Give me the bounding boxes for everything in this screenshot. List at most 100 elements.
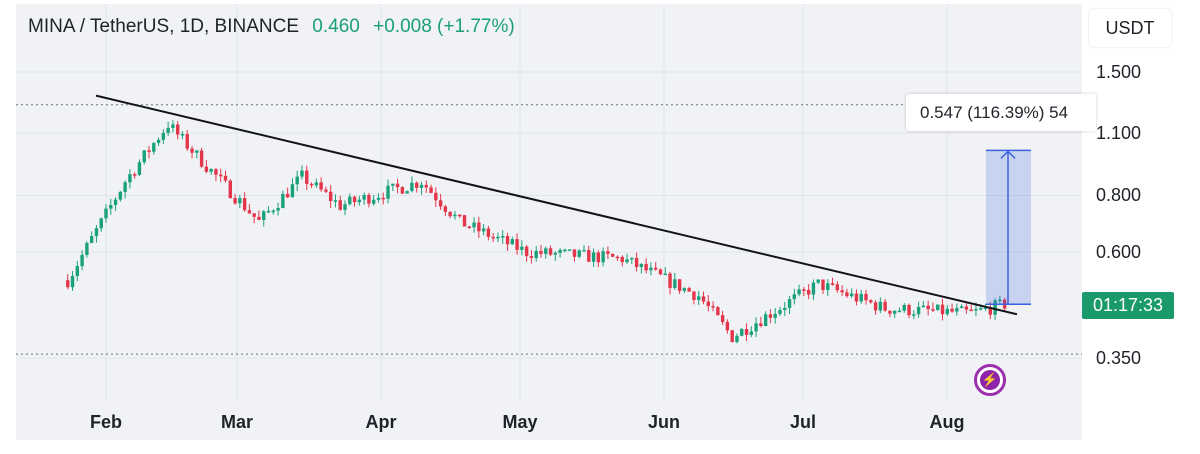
- candle-body: [89, 236, 94, 243]
- price-scale-label: 0.350: [1096, 348, 1142, 368]
- candle-body: [634, 257, 639, 267]
- candle-body: [567, 249, 572, 251]
- candle-body: [706, 301, 710, 307]
- candle-body: [859, 293, 863, 302]
- candle-body: [878, 301, 883, 311]
- candle-body: [70, 275, 75, 288]
- candle-body: [950, 308, 954, 312]
- candle-body: [983, 307, 988, 310]
- candle-body: [491, 236, 495, 239]
- candle-body: [830, 283, 835, 285]
- candle-body: [821, 279, 825, 291]
- countdown-price-tag: 01:17:33: [1082, 292, 1174, 319]
- candle-body: [544, 248, 548, 254]
- candle-body: [649, 267, 653, 271]
- candle-body: [959, 306, 964, 309]
- candle-body: [238, 198, 242, 204]
- trendline: [95, 94, 1018, 316]
- candle-body: [276, 208, 280, 211]
- candle-body: [572, 249, 577, 257]
- candle-body: [654, 267, 658, 270]
- candle-body: [171, 124, 175, 128]
- time-scale-label: May: [502, 412, 538, 432]
- candle-body: [558, 250, 562, 253]
- candle-body: [763, 314, 768, 326]
- candle-body: [936, 304, 940, 310]
- candle-body: [137, 162, 142, 175]
- candle-body: [405, 191, 409, 194]
- candle-body: [902, 304, 906, 311]
- candle-body: [262, 211, 266, 220]
- candle-body: [921, 305, 926, 308]
- drawing-overlays[interactable]: [95, 94, 1031, 316]
- symbol-header: MINA / TetherUS, 1D, BINANCE 0.460 +0.00…: [28, 16, 515, 38]
- candle-body: [534, 250, 538, 258]
- candle-body: [204, 166, 209, 172]
- candle-body: [692, 291, 696, 300]
- candle-body: [816, 279, 820, 283]
- candle-body: [453, 214, 457, 217]
- candle-body: [716, 307, 720, 316]
- candle-body: [199, 150, 204, 167]
- candle-body: [472, 222, 476, 228]
- candle-body: [539, 250, 543, 254]
- candle-body: [577, 250, 581, 257]
- candle-body: [176, 124, 180, 135]
- candle-body: [281, 193, 285, 209]
- lightning-bolt-icon[interactable]: ⚡: [974, 364, 1006, 396]
- candle-body: [333, 200, 338, 202]
- candle-body: [319, 182, 323, 190]
- candle-body: [548, 248, 553, 255]
- candle-body: [610, 253, 615, 257]
- candle-body: [897, 310, 902, 313]
- candle-body: [697, 296, 701, 300]
- candle-body: [606, 251, 610, 254]
- candle-body: [916, 306, 921, 315]
- candle-body: [730, 330, 734, 343]
- candle-body: [835, 284, 840, 291]
- candle-body: [998, 299, 1002, 302]
- candle-body: [969, 309, 973, 312]
- candle-body: [85, 242, 89, 255]
- time-scale-label: Aug: [929, 412, 965, 432]
- candle-body: [161, 132, 166, 140]
- candle-body: [783, 307, 787, 310]
- candle-body: [644, 263, 648, 271]
- candle-body: [845, 292, 849, 297]
- candle-body: [147, 150, 151, 152]
- plot-area[interactable]: [16, 4, 1082, 440]
- candle-body: [252, 213, 256, 217]
- candle-body: [166, 127, 170, 133]
- candle-body: [223, 175, 228, 181]
- candle-body: [849, 293, 854, 297]
- candle-body: [587, 250, 591, 262]
- currency-button[interactable]: USDT: [1089, 9, 1171, 47]
- candle-body: [888, 310, 892, 314]
- time-scale-label: Jun: [647, 412, 681, 432]
- candle-body: [854, 293, 859, 302]
- candle-body: [883, 301, 887, 311]
- candle-body: [343, 204, 347, 210]
- candle-body: [979, 308, 983, 310]
- time-scale-label: Apr: [365, 412, 397, 432]
- candle-body: [410, 182, 414, 192]
- candle-body: [893, 310, 897, 314]
- candle-body: [104, 208, 108, 219]
- candle-body: [195, 150, 199, 153]
- candle-body: [338, 200, 342, 210]
- candle-body: [113, 199, 118, 205]
- candle-body: [926, 305, 930, 310]
- candle-body: [749, 331, 753, 335]
- candle-body: [515, 239, 519, 250]
- candle-body: [228, 180, 232, 199]
- measure-label: 0.547 (116.39%) 54: [906, 94, 1096, 131]
- candle-body: [945, 308, 949, 315]
- candle-body: [639, 263, 644, 267]
- candle-body: [840, 290, 844, 293]
- measure-arrow-head: [1000, 150, 1016, 159]
- candle-body: [625, 259, 629, 263]
- candle-body: [501, 236, 505, 238]
- candle-body: [305, 170, 309, 184]
- candle-body: [424, 184, 428, 188]
